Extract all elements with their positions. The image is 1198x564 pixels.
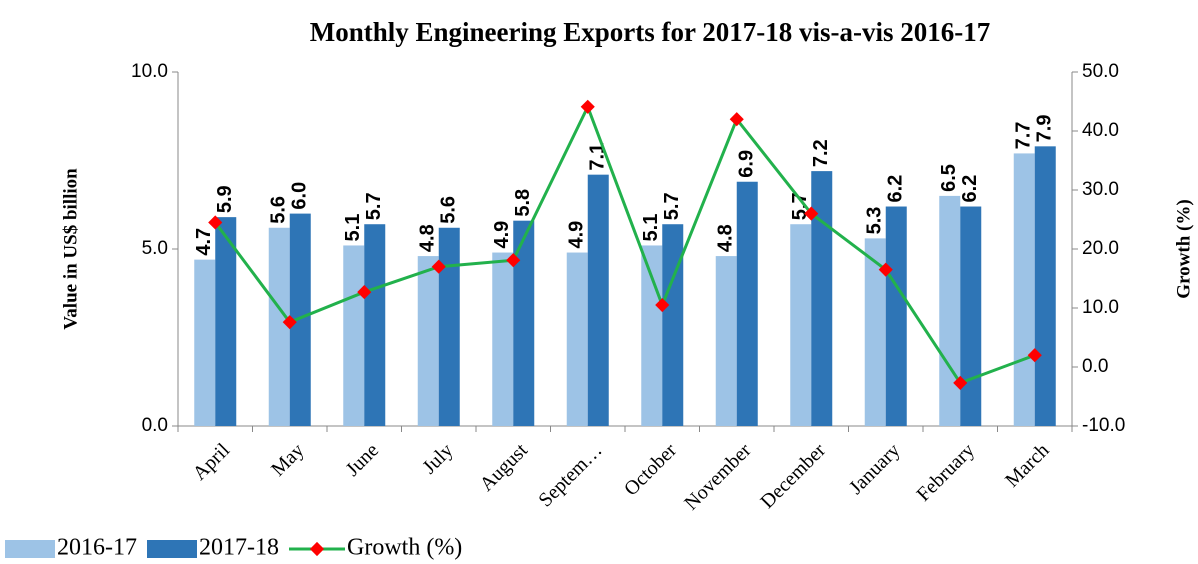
bar [566,252,588,426]
y-tick-label: 0.0 [142,415,168,436]
growth-marker [804,206,819,221]
growth-marker [357,284,372,300]
y2-tick-label: 40.0 [1082,120,1119,141]
bar [417,256,439,426]
data-label: 7.7 [1013,122,1035,150]
data-label: 5.7 [661,192,683,220]
bar [736,181,758,426]
y2-tick-label: 30.0 [1082,179,1119,200]
data-label: 6.0 [289,182,311,210]
y-tick-label: 5.0 [142,238,168,259]
growth-marker [729,112,744,127]
y2-tick-label: -10.0 [1082,415,1125,436]
bar [587,174,609,426]
x-tick-label: May [267,439,308,480]
x-tick-label: April [189,439,235,485]
data-label: 5.6 [438,196,460,224]
data-label: 6.2 [885,175,907,203]
bar [715,256,737,426]
bar [343,245,365,426]
data-label: 6.5 [938,164,960,192]
data-label: 4.8 [417,224,439,252]
bar [438,227,460,426]
x-tick-label: November [680,439,755,514]
x-tick-label: March [1001,439,1053,491]
y2-axis-label: Growth (%) [1173,199,1194,298]
y2-tick-label: 20.0 [1082,238,1119,259]
bar [864,238,886,426]
data-label: 5.1 [342,214,364,242]
x-tick-label: October [620,439,681,500]
legend-swatch [147,540,197,558]
data-label: 5.9 [214,185,236,213]
bar [492,252,514,426]
data-label: 5.1 [640,214,662,242]
data-label: 4.9 [491,221,513,249]
bar [811,171,833,426]
growth-marker [655,297,670,313]
bar [194,259,216,426]
growth-line [214,103,1036,385]
legend-marker [309,541,325,557]
x-tick-label: February [912,439,979,506]
data-label: 5.8 [512,189,534,217]
data-label: 5.6 [268,196,290,224]
bar [289,213,311,426]
bar [960,206,982,426]
legend-label: 2016-17 [57,535,137,561]
bar [1034,146,1056,426]
x-tick-label: January [845,439,905,499]
y2-tick-label: 50.0 [1082,61,1119,82]
data-label: 7.9 [1034,115,1056,143]
legend-label: 2017-18 [199,535,279,561]
bar [364,224,386,426]
growth-marker [878,262,893,277]
x-tick-label: July [418,439,457,478]
bar [215,217,237,426]
data-label: 6.2 [959,175,981,203]
growth-marker [282,315,297,330]
data-label: 4.8 [715,224,737,252]
x-tick-label: June [342,439,384,481]
y-axis-label: Value in US$ billion [60,168,81,330]
growth-marker [580,99,595,114]
growth-marker [431,259,446,274]
legend-swatch [5,540,55,558]
growth-marker [953,375,968,391]
bar [662,224,684,426]
bar [885,206,907,426]
data-label: 5.3 [864,207,886,235]
x-tick-label: December [756,439,830,513]
growth-marker [208,215,223,230]
x-tick-label: August [476,439,533,496]
data-label: 7.2 [810,139,832,167]
growth-marker [1027,348,1042,363]
bar [939,195,961,426]
bar [641,245,663,426]
legend-label: Growth (%) [347,535,462,561]
data-label: 4.9 [566,221,588,249]
bar [1013,153,1035,427]
growth-marker [506,253,521,268]
y2-tick-label: 10.0 [1082,297,1119,318]
data-label: 4.7 [193,228,215,256]
data-label: 5.7 [363,192,385,220]
bar [513,220,535,426]
x-tick-label: Septem… [534,439,606,511]
bar [268,227,290,426]
data-label: 6.9 [736,150,758,178]
y2-tick-label: 0.0 [1082,356,1108,377]
bar [790,224,812,426]
chart-title: Monthly Engineering Exports for 2017-18 … [310,17,991,47]
y-tick-label: 10.0 [131,61,168,82]
